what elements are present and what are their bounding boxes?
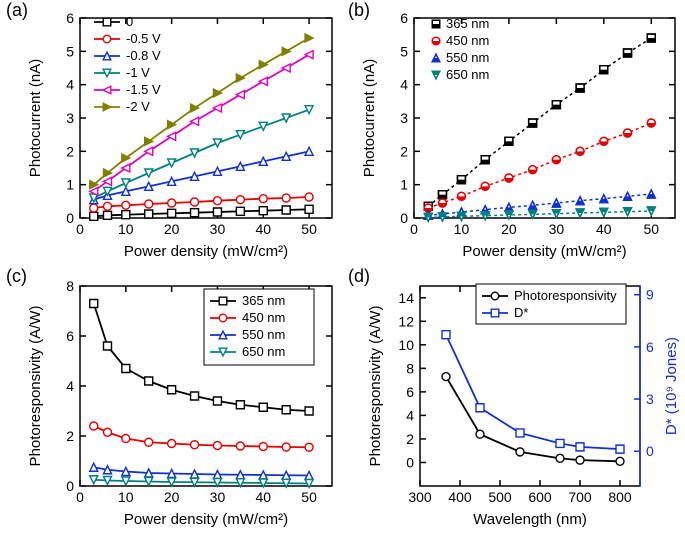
- svg-text:550 nm: 550 nm: [446, 50, 489, 65]
- svg-text:Photocurrent (nA): Photocurrent (nA): [27, 59, 44, 177]
- svg-text:10: 10: [118, 221, 134, 237]
- svg-text:3: 3: [400, 110, 408, 126]
- svg-text:4: 4: [66, 378, 74, 394]
- svg-text:2: 2: [66, 428, 74, 444]
- svg-text:8: 8: [66, 278, 74, 294]
- svg-text:0: 0: [66, 210, 74, 226]
- panel-label-c: (c): [6, 266, 27, 287]
- svg-text:-0.8 V: -0.8 V: [126, 48, 161, 63]
- panel-c: 0 10 20 30 40 50 Power density (mW/cm²) 0 2 4 6 8 Ph…: [0, 266, 342, 533]
- svg-text:1: 1: [66, 177, 74, 193]
- svg-text:D*: D*: [514, 305, 528, 320]
- svg-text:0: 0: [410, 221, 418, 237]
- svg-text:30: 30: [549, 221, 565, 237]
- svg-text:Power density (mW/cm²): Power density (mW/cm²): [124, 243, 288, 260]
- svg-text:Power density (mW/cm²): Power density (mW/cm²): [124, 511, 288, 528]
- svg-text:Power density (mW/cm²): Power density (mW/cm²): [462, 243, 626, 260]
- svg-text:10: 10: [454, 221, 470, 237]
- panel-a: 0 10 20 30 40 50 Power density (mW/cm²) 0 1 2 3 4 5 6…: [0, 0, 342, 266]
- svg-text:0: 0: [66, 478, 74, 494]
- svg-text:10: 10: [398, 337, 414, 353]
- svg-text:Photoresponsivity: Photoresponsivity: [514, 288, 617, 303]
- svg-text:365 nm: 365 nm: [446, 16, 489, 31]
- panel-label-d: (d): [348, 266, 370, 287]
- svg-text:20: 20: [501, 221, 517, 237]
- svg-text:-1 V: -1 V: [126, 65, 150, 80]
- svg-text:30: 30: [210, 221, 226, 237]
- svg-text:14: 14: [398, 290, 414, 306]
- svg-text:2: 2: [406, 431, 414, 447]
- svg-text:30: 30: [210, 489, 226, 505]
- svg-text:450 nm: 450 nm: [242, 310, 285, 325]
- svg-text:6: 6: [66, 328, 74, 344]
- svg-text:0: 0: [646, 443, 654, 459]
- svg-text:0: 0: [400, 210, 408, 226]
- svg-text:2: 2: [400, 143, 408, 159]
- svg-text:4: 4: [66, 77, 74, 93]
- chart-b: 0 10 20 30 40 50 Power density (mW/cm²) 0 1 2 3 4 5 6…: [342, 0, 685, 266]
- svg-text:2: 2: [66, 143, 74, 159]
- svg-text:-0.5 V: -0.5 V: [126, 31, 161, 46]
- svg-text:500: 500: [488, 489, 512, 505]
- chart-a: 0 10 20 30 40 50 Power density (mW/cm²) 0 1 2 3 4 5 6…: [0, 0, 342, 266]
- svg-text:3: 3: [646, 391, 654, 407]
- svg-text:50: 50: [301, 489, 317, 505]
- svg-text:20: 20: [164, 221, 180, 237]
- panel-b: 0 10 20 30 40 50 Power density (mW/cm²) 0 1 2 3 4 5 6…: [342, 0, 685, 266]
- svg-text:6: 6: [406, 384, 414, 400]
- svg-text:365 nm: 365 nm: [242, 293, 285, 308]
- svg-text:600: 600: [528, 489, 552, 505]
- svg-text:20: 20: [164, 489, 180, 505]
- svg-text:6: 6: [646, 339, 654, 355]
- svg-text:Photocurrent (nA): Photocurrent (nA): [361, 59, 378, 177]
- svg-text:450 nm: 450 nm: [446, 33, 489, 48]
- svg-text:10: 10: [118, 489, 134, 505]
- svg-text:6: 6: [66, 10, 74, 26]
- svg-text:4: 4: [400, 77, 408, 93]
- svg-text:50: 50: [301, 221, 317, 237]
- panel-label-a: (a): [6, 0, 28, 21]
- svg-text:8: 8: [406, 360, 414, 376]
- svg-text:0: 0: [406, 454, 414, 470]
- svg-text:0: 0: [76, 221, 84, 237]
- svg-text:40: 40: [596, 221, 612, 237]
- svg-text:Wavelength (nm): Wavelength (nm): [473, 511, 587, 528]
- svg-text:6: 6: [400, 10, 408, 26]
- svg-text:400: 400: [448, 489, 472, 505]
- chart-c: 0 10 20 30 40 50 Power density (mW/cm²) 0 2 4 6 8 Ph…: [0, 266, 342, 533]
- svg-text:3: 3: [66, 110, 74, 126]
- svg-text:4: 4: [406, 407, 414, 423]
- svg-text:0: 0: [76, 489, 84, 505]
- svg-text:D* (10⁹ Jones): D* (10⁹ Jones): [663, 337, 680, 435]
- svg-text:5: 5: [66, 43, 74, 59]
- panel-d: 300 400 500 600 700 800 Wavelength (nm) 0 2 4 6 8 10…: [342, 266, 685, 533]
- svg-text:50: 50: [643, 221, 659, 237]
- svg-text:Photoresponsivity (A/W): Photoresponsivity (A/W): [27, 306, 44, 467]
- svg-text:40: 40: [255, 489, 271, 505]
- svg-text:12: 12: [398, 313, 414, 329]
- svg-text:800: 800: [608, 489, 632, 505]
- svg-text:550 nm: 550 nm: [242, 327, 285, 342]
- svg-text:40: 40: [255, 221, 271, 237]
- svg-text:Photoresponsivity (A/W): Photoresponsivity (A/W): [367, 306, 384, 467]
- svg-text:1: 1: [400, 177, 408, 193]
- svg-text:0: 0: [126, 14, 133, 29]
- svg-text:9: 9: [646, 287, 654, 303]
- svg-text:5: 5: [400, 43, 408, 59]
- panel-label-b: (b): [348, 0, 370, 21]
- svg-text:-1.5 V: -1.5 V: [126, 82, 161, 97]
- chart-d: 300 400 500 600 700 800 Wavelength (nm) 0 2 4 6 8 10…: [342, 266, 685, 533]
- svg-text:300: 300: [408, 489, 432, 505]
- svg-text:650 nm: 650 nm: [242, 344, 285, 359]
- svg-text:700: 700: [568, 489, 592, 505]
- svg-text:650 nm: 650 nm: [446, 67, 489, 82]
- svg-text:-2 V: -2 V: [126, 99, 150, 114]
